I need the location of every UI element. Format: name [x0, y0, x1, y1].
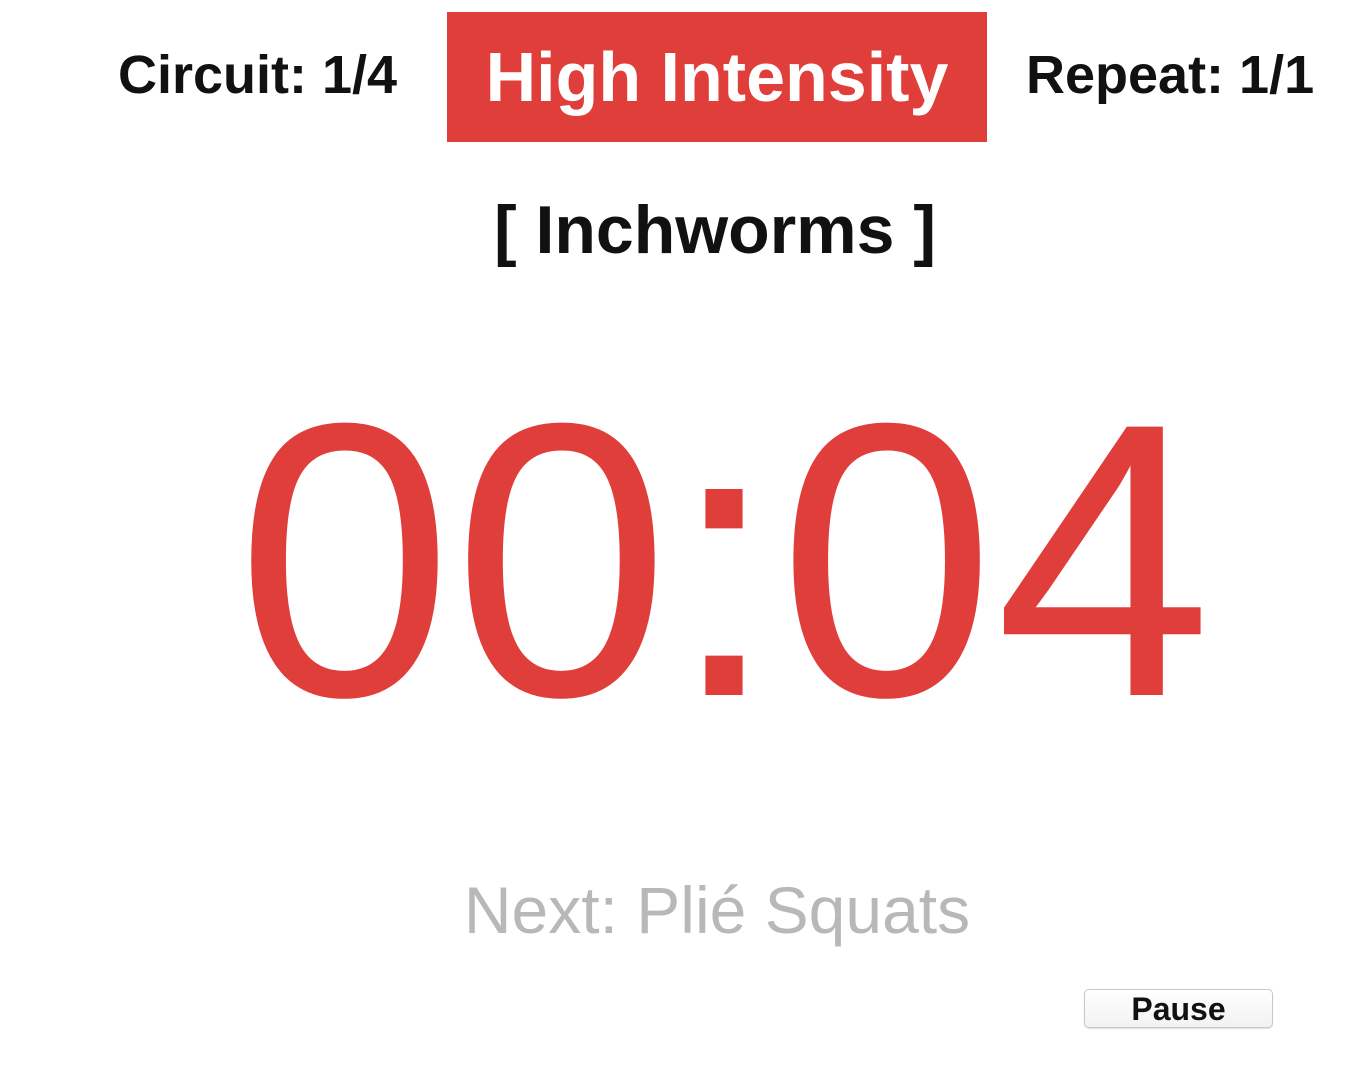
- intensity-label: High Intensity: [485, 38, 949, 116]
- pause-button[interactable]: Pause: [1084, 989, 1273, 1028]
- repeat-counter: Repeat: 1/1: [1026, 45, 1315, 105]
- circuit-counter: Circuit: 1/4: [118, 45, 398, 105]
- current-exercise: [ Inchworms ]: [493, 192, 937, 268]
- intensity-badge: High Intensity: [447, 12, 987, 142]
- countdown-timer: 00:04: [236, 342, 1212, 778]
- next-exercise: Next: Plié Squats: [463, 873, 971, 947]
